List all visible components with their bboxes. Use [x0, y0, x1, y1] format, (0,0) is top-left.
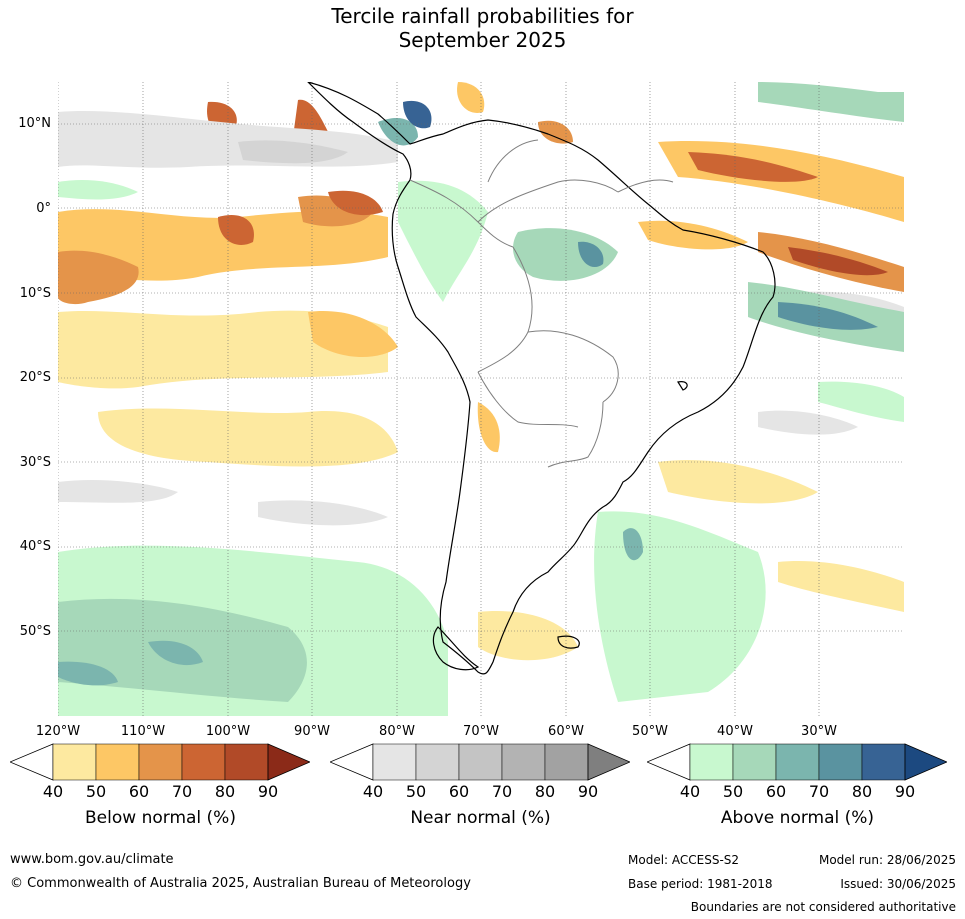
near-normal-swatch: [544, 743, 589, 781]
below-normal-swatch: [181, 743, 226, 781]
above-normal-tick-label: 50: [722, 782, 744, 801]
near-normal-under-arrow: [330, 743, 374, 781]
below-normal-tick-label: 40: [42, 782, 64, 801]
lon-label-80w: 80°W: [379, 724, 415, 739]
above-normal-tick-label: 80: [851, 782, 873, 801]
above-normal-under-arrow: [647, 743, 691, 781]
near-normal-swatch: [372, 743, 417, 781]
above-normal-tick-label: 60: [765, 782, 787, 801]
above-normal-tick-label: 70: [808, 782, 830, 801]
graticule: [58, 82, 904, 716]
above-normal-tick-label: 90: [894, 782, 916, 801]
above-normal-swatch: [732, 743, 777, 781]
near-normal-tick-label: 70: [491, 782, 513, 801]
model-run-text: Model run: 28/06/2025: [818, 853, 956, 867]
probability-map: [58, 82, 904, 716]
near-normal-tick-label: 80: [534, 782, 556, 801]
below-normal-swatch: [95, 743, 140, 781]
title-line-1: Tercile rainfall probabilities for: [331, 4, 634, 28]
below-normal-colorbar: [10, 743, 310, 781]
lon-label-50w: 50°W: [632, 724, 668, 739]
below-normal-tick-label: 60: [128, 782, 150, 801]
near-normal-swatch: [501, 743, 546, 781]
lon-label-40w: 40°W: [717, 724, 753, 739]
map-title: Tercile rainfall probabilities for Septe…: [0, 4, 965, 52]
lon-label-70w: 70°W: [463, 724, 499, 739]
lat-label-30s: 30°S: [19, 455, 51, 470]
below-normal-tick-label: 80: [214, 782, 236, 801]
lon-label-30w: 30°W: [801, 724, 837, 739]
above-normal-swatch: [861, 743, 906, 781]
lat-label-10s: 10°S: [19, 286, 51, 301]
below-normal-tick-label: 50: [85, 782, 107, 801]
lon-label-110w: 110°W: [120, 724, 166, 739]
issued-text: Issued: 30/06/2025: [840, 877, 956, 891]
lon-label-60w: 60°W: [548, 724, 584, 739]
lat-label-40s: 40°S: [19, 539, 51, 554]
country-borders: [409, 139, 674, 468]
above-normal-tick-label: 40: [679, 782, 701, 801]
model-text: Model: ACCESS-S2: [628, 853, 740, 867]
disclaimer-text: Boundaries are not considered authoritat…: [690, 900, 956, 914]
above-normal-swatch: [689, 743, 734, 781]
lat-label-10n: 10°N: [18, 116, 51, 131]
lat-label-0: 0°: [36, 201, 51, 216]
near-normal-colorbar-title: Near normal (%): [410, 808, 551, 828]
map-canvas: [58, 82, 904, 716]
below-normal-under-arrow: [10, 743, 54, 781]
base-period-text: Base period: 1981-2018: [628, 877, 773, 891]
below-normal-tick-label: 70: [171, 782, 193, 801]
near-normal-tick-label: 50: [405, 782, 427, 801]
near-normal-colorbar: [330, 743, 630, 781]
near-normal-over-arrow: [587, 743, 630, 781]
above-normal-swatch: [818, 743, 863, 781]
near-normal-tick-label: 60: [448, 782, 470, 801]
below-normal-tick-label: 90: [257, 782, 279, 801]
continent-outline: [307, 82, 776, 675]
below-normal-colorbar-title: Below normal (%): [85, 808, 236, 828]
below-normal-over-arrow: [267, 743, 310, 781]
below-normal-swatch: [224, 743, 269, 781]
below-normal-swatch: [138, 743, 183, 781]
above-normal-swatch: [775, 743, 820, 781]
above-normal-colorbar-title: Above normal (%): [720, 808, 875, 828]
title-line-2: September 2025: [398, 28, 567, 52]
lon-label-100w: 100°W: [205, 724, 251, 739]
lat-label-50s: 50°S: [19, 624, 51, 639]
copyright-text: © Commonwealth of Australia 2025, Austra…: [10, 876, 471, 891]
website-text: www.bom.gov.au/climate: [10, 852, 174, 867]
near-normal-swatch: [415, 743, 460, 781]
above-normal-over-arrow: [904, 743, 947, 781]
lon-label-90w: 90°W: [294, 724, 330, 739]
near-normal-swatch: [458, 743, 503, 781]
near-normal-tick-label: 40: [362, 782, 384, 801]
lon-label-120w: 120°W: [35, 724, 81, 739]
above-normal-colorbar: [647, 743, 947, 781]
below-normal-swatch: [52, 743, 97, 781]
near-normal-tick-label: 90: [577, 782, 599, 801]
lat-label-20s: 20°S: [19, 370, 51, 385]
